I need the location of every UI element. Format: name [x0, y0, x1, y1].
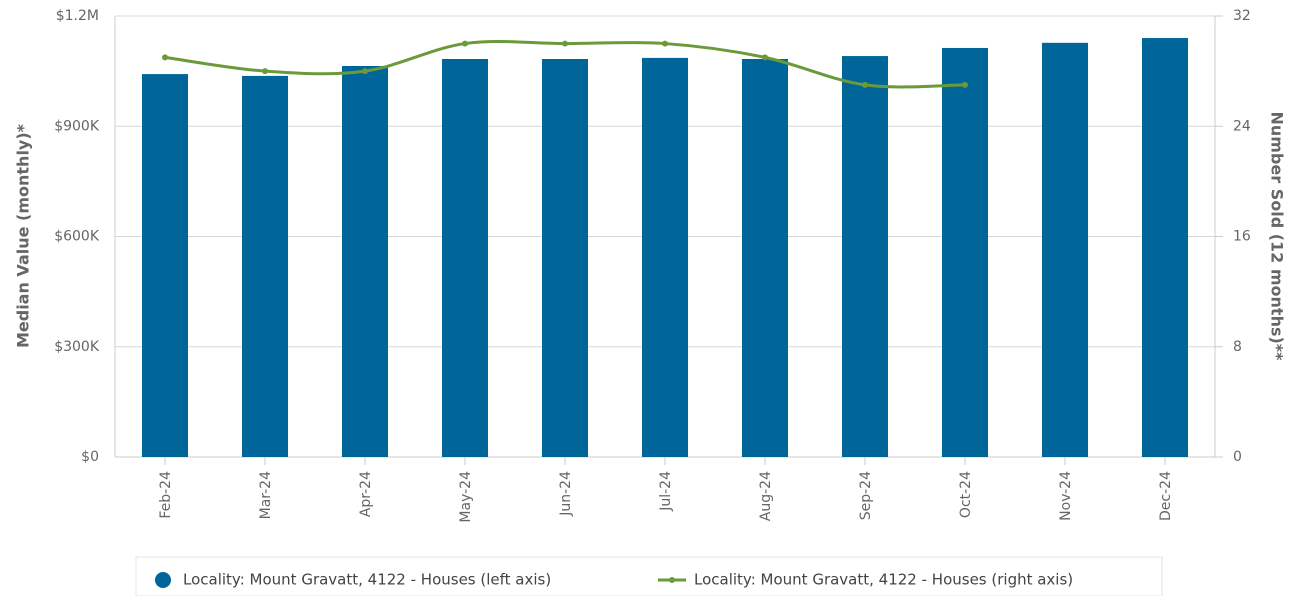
x-tick-label: Apr-24	[358, 471, 374, 517]
line-point	[562, 40, 568, 47]
x-tick-label: Nov-24	[1058, 471, 1074, 521]
legend-marker	[669, 577, 675, 583]
y2-axis-title: Number Sold (12 months)**	[1268, 111, 1287, 361]
bar	[842, 56, 888, 458]
x-tick-label: Oct-24	[958, 471, 974, 518]
legend-marker	[155, 572, 171, 588]
bar	[1142, 38, 1188, 458]
line-point	[162, 54, 168, 61]
y2-tick-label: 32	[1233, 8, 1251, 24]
y2-tick-label: 24	[1233, 118, 1251, 134]
bar	[242, 75, 288, 457]
y2-tick-label: 0	[1233, 449, 1242, 465]
bar	[142, 74, 188, 457]
bar	[542, 58, 588, 458]
x-tick-label: May-24	[458, 471, 474, 523]
x-tick-label: Mar-24	[258, 471, 274, 519]
bar	[742, 58, 788, 458]
bar	[342, 65, 388, 457]
legend-text: Locality: Mount Gravatt, 4122 - Houses (…	[183, 571, 551, 589]
legend-box	[135, 556, 1163, 596]
x-tick-label: Dec-24	[1158, 471, 1174, 521]
line-point	[662, 40, 668, 47]
bar	[1042, 42, 1088, 457]
legend-text: Locality: Mount Gravatt, 4122 - Houses (…	[694, 571, 1073, 589]
x-tick-label: Aug-24	[758, 471, 774, 521]
x-tick-label: Jun-24	[558, 471, 574, 517]
x-tick-label: Jul-24	[658, 471, 674, 512]
y2-tick-label: 8	[1233, 339, 1242, 355]
line-point	[262, 68, 268, 75]
y-tick-label: $1.2M	[56, 8, 99, 24]
line-point	[862, 81, 868, 88]
line-point	[962, 81, 968, 88]
x-tick-label: Feb-24	[158, 471, 174, 519]
x-tick-label: Sep-24	[858, 471, 874, 520]
y2-tick-label: 16	[1233, 229, 1251, 245]
bar	[942, 47, 988, 457]
bar	[642, 57, 688, 458]
y-axis-title: Median Value (monthly)*	[14, 123, 33, 348]
line-point	[462, 40, 468, 47]
y-tick-label: $600K	[54, 229, 100, 245]
y-tick-label: $900K	[54, 118, 100, 134]
line-point	[762, 54, 768, 61]
line-point	[362, 68, 368, 75]
y-tick-label: $0	[81, 449, 99, 465]
bar	[442, 58, 488, 458]
y-tick-label: $300K	[54, 339, 100, 355]
